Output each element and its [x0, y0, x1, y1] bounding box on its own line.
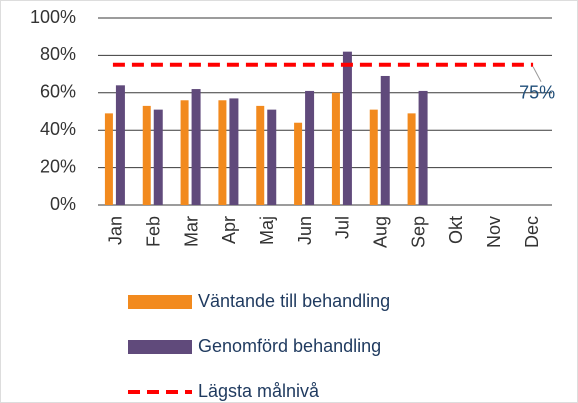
- bar: [331, 92, 340, 205]
- bar: [305, 90, 315, 205]
- bar: [142, 105, 151, 205]
- y-tick-label: 0%: [50, 194, 76, 214]
- x-tick-label: Mar: [181, 216, 201, 247]
- bar: [256, 105, 265, 205]
- bar: [104, 113, 113, 205]
- x-tick-label: Dec: [522, 216, 542, 248]
- label-leader: [532, 66, 542, 82]
- target-label: 75%: [519, 83, 555, 103]
- x-tick-label: Nov: [484, 216, 504, 248]
- bar: [115, 85, 125, 205]
- y-tick-label: 100%: [30, 7, 76, 27]
- bar: [191, 89, 201, 205]
- legend-label: Genomförd behandling: [198, 336, 381, 356]
- y-tick-label: 20%: [40, 156, 76, 176]
- bar: [267, 109, 277, 205]
- x-tick-label: Jul: [333, 216, 353, 239]
- y-tick-label: 80%: [40, 44, 76, 64]
- bar: [153, 109, 163, 205]
- y-tick-label: 40%: [40, 119, 76, 139]
- x-tick-label: Apr: [219, 216, 239, 244]
- legend-label: Lägsta målnivå: [198, 381, 320, 401]
- bar: [180, 100, 189, 205]
- y-tick-label: 60%: [40, 82, 76, 102]
- x-tick-label: Maj: [257, 216, 277, 245]
- bar: [418, 90, 428, 205]
- bar: [407, 113, 416, 205]
- bar: [218, 100, 227, 205]
- bar: [294, 122, 303, 205]
- x-tick-label: Jan: [106, 216, 126, 245]
- bar: [369, 109, 378, 205]
- x-tick-label: Aug: [371, 216, 391, 248]
- x-tick-label: Jun: [295, 216, 315, 245]
- x-tick-label: Feb: [144, 216, 164, 247]
- bar: [380, 75, 390, 205]
- legend-label: Väntande till behandling: [198, 291, 390, 311]
- x-tick-label: Okt: [446, 216, 466, 244]
- bar: [342, 51, 352, 205]
- legend-swatch: [128, 295, 192, 309]
- bar: [229, 98, 239, 205]
- x-tick-label: Sep: [408, 216, 428, 248]
- legend-swatch: [128, 340, 192, 354]
